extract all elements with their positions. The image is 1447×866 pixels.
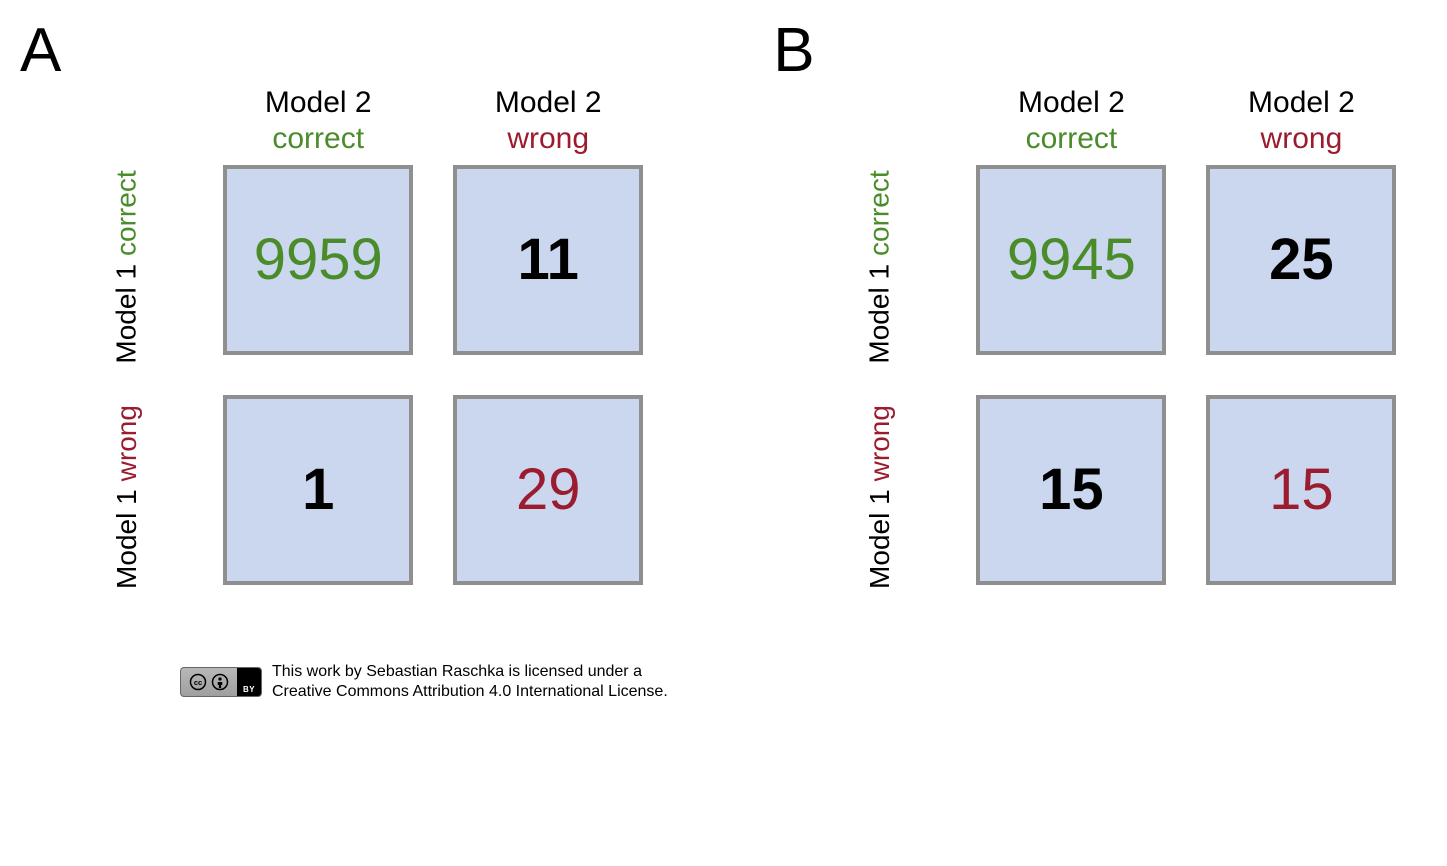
grid-b: 9945 25 15 15 — [976, 165, 1396, 585]
attribution-line1: This work by Sebastian Raschka is licens… — [272, 662, 668, 682]
col-header-b-wrong: Model 2 wrong — [1206, 86, 1396, 157]
cc-by-label: BY — [237, 667, 261, 697]
row-model-label: Model 1 — [111, 264, 143, 364]
col-status-wrong: wrong — [1206, 121, 1396, 157]
svg-text:cc: cc — [194, 678, 202, 687]
col-model-label: Model 2 — [453, 86, 643, 121]
col-model-label: Model 2 — [1206, 86, 1396, 121]
attribution: cc BY This work by Sebastian Raschka is … — [180, 662, 1417, 702]
cell-b-00: 9945 — [976, 165, 1166, 355]
cell-b-11: 15 — [1206, 395, 1396, 585]
cc-badge-icon: cc BY — [180, 667, 262, 697]
row-status-wrong: wrong — [864, 405, 896, 481]
cell-b-01: 25 — [1206, 165, 1396, 355]
matrix-a: Model 1 correct Model 1 wrong Model 2 co… — [30, 86, 643, 632]
row-status-correct: correct — [864, 170, 896, 256]
col-status-correct: correct — [976, 121, 1166, 157]
row-model-label: Model 1 — [864, 489, 896, 589]
attribution-text: This work by Sebastian Raschka is licens… — [272, 662, 668, 702]
panel-a: A Model 1 correct Model 1 wrong — [30, 20, 643, 632]
panel-letter-a: A — [20, 20, 61, 82]
row-labels-b: Model 1 correct Model 1 wrong — [783, 172, 976, 632]
row-model-label: Model 1 — [111, 489, 143, 589]
row-label-a-wrong: Model 1 wrong — [30, 402, 223, 592]
row-status-correct: correct — [111, 170, 143, 256]
cell-a-11: 29 — [453, 395, 643, 585]
grid-a: 9959 11 1 29 — [223, 165, 643, 585]
row-status-wrong: wrong — [111, 405, 143, 481]
col-status-correct: correct — [223, 121, 413, 157]
attribution-line2: Creative Commons Attribution 4.0 Interna… — [272, 682, 668, 702]
row-label-a-correct: Model 1 correct — [30, 172, 223, 362]
col-header-b-correct: Model 2 correct — [976, 86, 1166, 157]
cell-a-10: 1 — [223, 395, 413, 585]
col-headers-a: Model 2 correct Model 2 wrong — [223, 86, 643, 157]
col-model-label: Model 2 — [223, 86, 413, 121]
panels-container: A Model 1 correct Model 1 wrong — [30, 20, 1417, 632]
panel-letter-b: B — [773, 20, 814, 82]
cell-b-10: 15 — [976, 395, 1166, 585]
col-model-label: Model 2 — [976, 86, 1166, 121]
col-headers-b: Model 2 correct Model 2 wrong — [976, 86, 1396, 157]
col-header-a-correct: Model 2 correct — [223, 86, 413, 157]
panel-b: B Model 1 correct Model 1 wrong — [783, 20, 1396, 632]
col-header-a-wrong: Model 2 wrong — [453, 86, 643, 157]
row-label-b-correct: Model 1 correct — [783, 172, 976, 362]
row-labels-a: Model 1 correct Model 1 wrong — [30, 172, 223, 632]
cell-a-00: 9959 — [223, 165, 413, 355]
row-label-b-wrong: Model 1 wrong — [783, 402, 976, 592]
col-status-wrong: wrong — [453, 121, 643, 157]
row-model-label: Model 1 — [864, 264, 896, 364]
cell-a-01: 11 — [453, 165, 643, 355]
matrix-b: Model 1 correct Model 1 wrong Model 2 co… — [783, 86, 1396, 632]
